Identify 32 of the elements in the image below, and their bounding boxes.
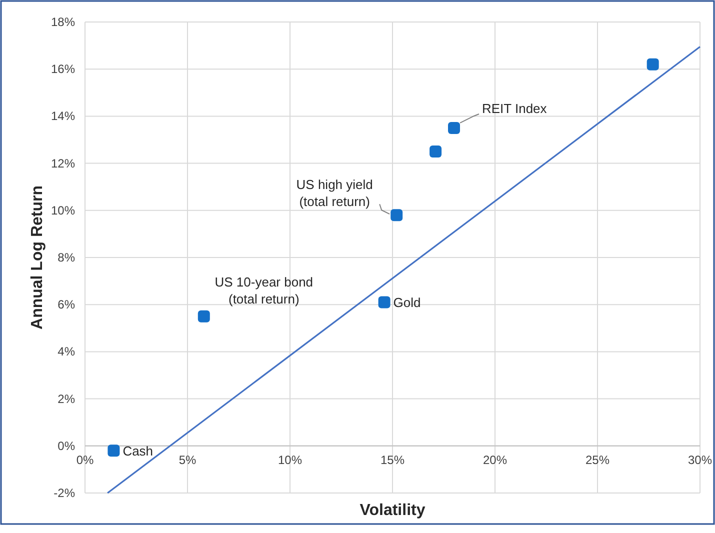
y-tick-label: 12% — [50, 156, 76, 170]
point — [390, 209, 403, 222]
point — [646, 58, 659, 70]
y-tick-label: 8% — [58, 250, 76, 264]
annotation: Gold — [393, 295, 421, 310]
point — [448, 122, 460, 134]
x-tick-label: 30% — [688, 452, 712, 467]
annotation: Cash — [122, 444, 154, 459]
annotation: US high yield (total return) — [296, 177, 373, 210]
y-tick-label: 14% — [50, 109, 76, 124]
y-tick-label: 10% — [50, 203, 76, 218]
x-tick-label: 15% — [380, 452, 405, 467]
point — [430, 146, 442, 158]
x-tick-label: 20% — [482, 452, 508, 467]
x-tick-label: 0% — [76, 452, 94, 467]
x-tick-label: 25% — [585, 452, 610, 467]
y-tick-label: 16% — [50, 62, 76, 76]
point — [198, 310, 210, 322]
y-tick-label: 2% — [58, 392, 76, 406]
x-axis-title: Volatility — [360, 502, 426, 519]
annotation: US 10-year bond (total return) — [214, 274, 314, 306]
point — [378, 296, 390, 308]
y-tick-label: 4% — [58, 344, 76, 359]
x-tick-label: 10% — [278, 452, 302, 467]
x-tick-label: 5% — [178, 452, 196, 467]
y-tick-label: 0% — [58, 438, 76, 453]
y-axis-title: Annual Log Return — [29, 186, 46, 330]
y-tick-label: -2% — [54, 486, 76, 500]
point — [108, 444, 120, 457]
annotation: REIT Index — [482, 100, 548, 116]
y-tick-label: 18% — [50, 15, 76, 29]
y-tick-label: 6% — [58, 298, 76, 312]
